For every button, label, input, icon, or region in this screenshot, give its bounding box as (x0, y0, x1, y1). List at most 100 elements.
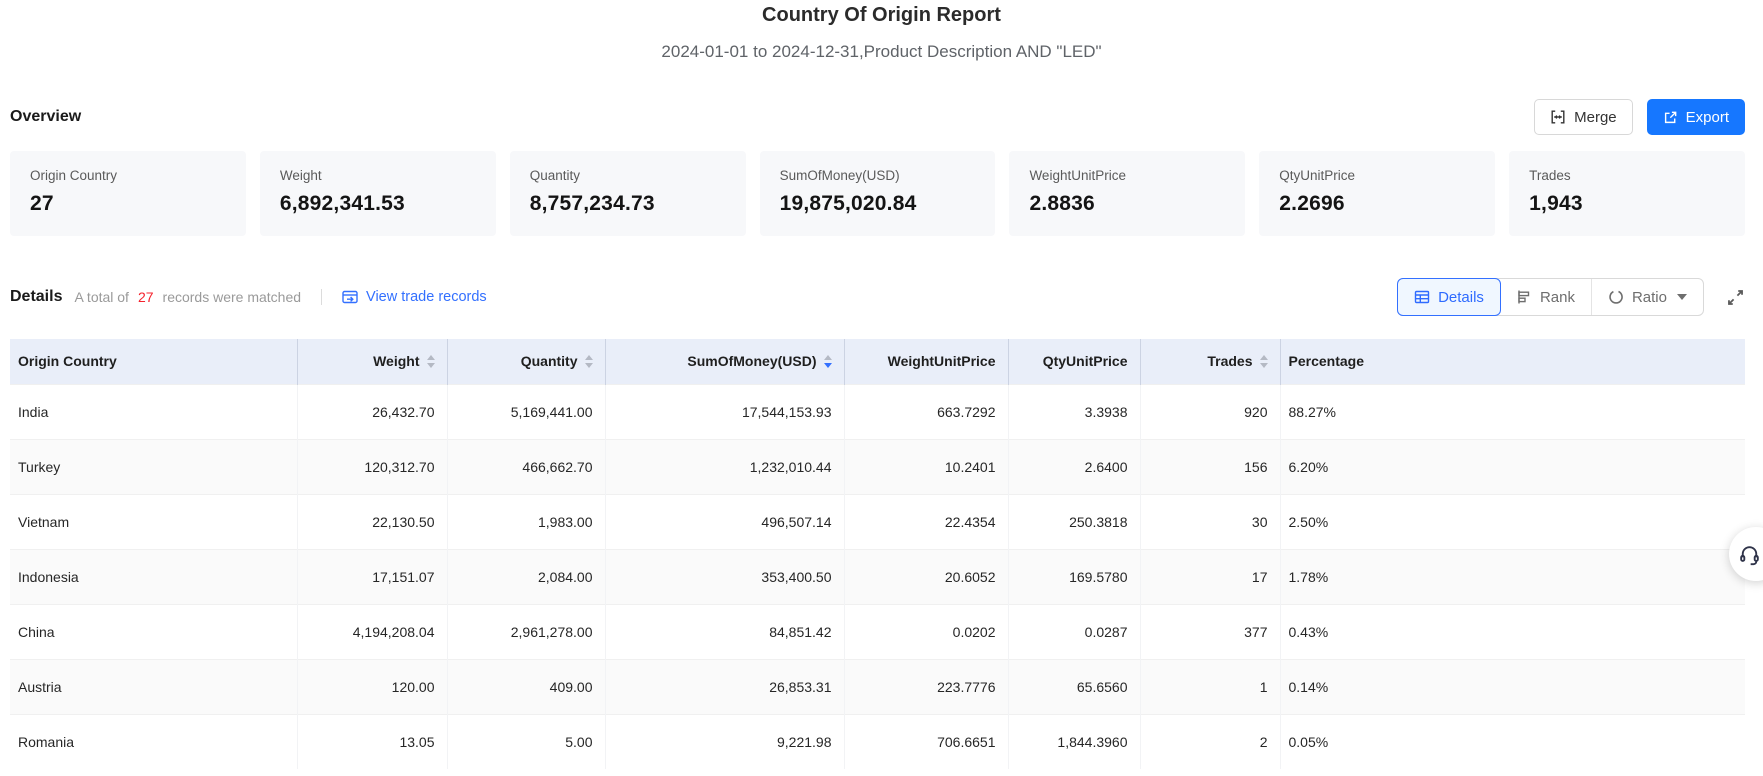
cell-percentage: 1.78% (1280, 549, 1745, 604)
overview-section-bar: Overview Merge Export (10, 99, 1745, 135)
merge-button-label: Merge (1574, 109, 1617, 126)
stat-card-origin-country: Origin Country 27 (10, 151, 246, 236)
table-row[interactable]: Austria 120.00 409.00 26,853.31 223.7776… (10, 659, 1745, 714)
stat-value: 19,875,020.84 (780, 192, 976, 216)
cell-quantity: 2,961,278.00 (447, 604, 605, 659)
cell-weight: 120,312.70 (297, 439, 447, 494)
cell-country: Romania (10, 714, 297, 769)
tab-rank[interactable]: Rank (1500, 279, 1592, 315)
merge-button[interactable]: Merge (1534, 99, 1633, 135)
cell-trades: 17 (1140, 549, 1280, 604)
col-label: SumOfMoney(USD) (687, 353, 816, 369)
fullscreen-expand-icon[interactable] (1726, 288, 1745, 307)
cell-weight: 13.05 (297, 714, 447, 769)
cell-weight: 120.00 (297, 659, 447, 714)
table-row[interactable]: India 26,432.70 5,169,441.00 17,544,153.… (10, 384, 1745, 439)
cell-country: India (10, 384, 297, 439)
summary-suffix: records were matched (163, 289, 302, 305)
overview-heading: Overview (10, 108, 81, 126)
cell-sum-of-money: 17,544,153.93 (605, 384, 844, 439)
table-row[interactable]: China 4,194,208.04 2,961,278.00 84,851.4… (10, 604, 1745, 659)
col-header-percentage: Percentage (1280, 339, 1745, 384)
col-label: WeightUnitPrice (888, 353, 996, 369)
tab-details[interactable]: Details (1397, 278, 1501, 316)
stat-value: 1,943 (1529, 192, 1725, 216)
page-subtitle: 2024-01-01 to 2024-12-31,Product Descrip… (0, 42, 1763, 62)
cell-percentage: 6.20% (1280, 439, 1745, 494)
col-header-trades[interactable]: Trades (1140, 339, 1280, 384)
cell-qty-unit-price: 2.6400 (1008, 439, 1140, 494)
cell-quantity: 5,169,441.00 (447, 384, 605, 439)
stat-value: 6,892,341.53 (280, 192, 476, 216)
details-right: Details Rank Ratio (1397, 278, 1745, 316)
stat-card-sum-of-money: SumOfMoney(USD) 19,875,020.84 (760, 151, 996, 236)
view-trade-records-link[interactable]: View trade records (342, 289, 487, 305)
cell-trades: 156 (1140, 439, 1280, 494)
cell-country: Turkey (10, 439, 297, 494)
cell-country: China (10, 604, 297, 659)
col-label: Trades (1207, 353, 1252, 369)
stat-label: Weight (280, 168, 476, 183)
sort-carets-icon[interactable] (585, 355, 593, 368)
cell-sum-of-money: 353,400.50 (605, 549, 844, 604)
bar-chart-icon (1516, 289, 1532, 305)
stat-label: Trades (1529, 168, 1725, 183)
col-label: Percentage (1289, 353, 1364, 369)
overview-cards: Origin Country 27 Weight 6,892,341.53 Qu… (10, 151, 1745, 236)
table-row[interactable]: Turkey 120,312.70 466,662.70 1,232,010.4… (10, 439, 1745, 494)
cell-weight-unit-price: 663.7292 (844, 384, 1008, 439)
match-summary: A total of27records were matched (74, 289, 301, 305)
cell-percentage: 0.14% (1280, 659, 1745, 714)
merge-cells-icon (1550, 109, 1566, 125)
col-header-weight-unit-price: WeightUnitPrice (844, 339, 1008, 384)
cell-qty-unit-price: 1,844.3960 (1008, 714, 1140, 769)
cell-weight-unit-price: 20.6052 (844, 549, 1008, 604)
cell-trades: 30 (1140, 494, 1280, 549)
cell-sum-of-money: 496,507.14 (605, 494, 844, 549)
cell-country: Vietnam (10, 494, 297, 549)
col-header-qty-unit-price: QtyUnitPrice (1008, 339, 1140, 384)
tab-ratio[interactable]: Ratio (1592, 279, 1703, 315)
sort-carets-icon[interactable] (427, 355, 435, 368)
table-header: Origin Country Weight Quantity SumOfMone… (10, 339, 1745, 384)
stat-label: SumOfMoney(USD) (780, 168, 976, 183)
table-row[interactable]: Romania 13.05 5.00 9,221.98 706.6651 1,8… (10, 714, 1745, 769)
stat-label: WeightUnitPrice (1029, 168, 1225, 183)
chevron-down-icon (1677, 294, 1687, 300)
cell-qty-unit-price: 250.3818 (1008, 494, 1140, 549)
stat-label: QtyUnitPrice (1279, 168, 1475, 183)
cell-weight: 26,432.70 (297, 384, 447, 439)
cell-percentage: 0.43% (1280, 604, 1745, 659)
details-left: Details A total of27records were matched… (10, 288, 487, 306)
table-row[interactable]: Indonesia 17,151.07 2,084.00 353,400.50 … (10, 549, 1745, 604)
sort-carets-icon[interactable] (1260, 355, 1268, 368)
cell-quantity: 466,662.70 (447, 439, 605, 494)
export-icon (1663, 110, 1678, 125)
export-button[interactable]: Export (1647, 99, 1745, 135)
cell-trades: 920 (1140, 384, 1280, 439)
cell-sum-of-money: 9,221.98 (605, 714, 844, 769)
cell-weight: 17,151.07 (297, 549, 447, 604)
origin-country-table: Origin Country Weight Quantity SumOfMone… (10, 339, 1745, 769)
cell-trades: 1 (1140, 659, 1280, 714)
view-trade-records-label: View trade records (366, 289, 487, 305)
col-header-weight[interactable]: Weight (297, 339, 447, 384)
cell-trades: 2 (1140, 714, 1280, 769)
table-row[interactable]: Vietnam 22,130.50 1,983.00 496,507.14 22… (10, 494, 1745, 549)
cell-qty-unit-price: 169.5780 (1008, 549, 1140, 604)
col-header-quantity[interactable]: Quantity (447, 339, 605, 384)
cell-sum-of-money: 1,232,010.44 (605, 439, 844, 494)
stat-card-quantity: Quantity 8,757,234.73 (510, 151, 746, 236)
cell-country: Austria (10, 659, 297, 714)
page-title: Country Of Origin Report (0, 0, 1763, 27)
overview-actions: Merge Export (1534, 99, 1745, 135)
table-grid-icon (1414, 289, 1430, 305)
sort-carets-icon[interactable] (824, 355, 832, 368)
col-label: QtyUnitPrice (1043, 353, 1128, 369)
stat-card-weight-unit-price: WeightUnitPrice 2.8836 (1009, 151, 1245, 236)
matched-count: 27 (138, 289, 154, 305)
cell-qty-unit-price: 3.3938 (1008, 384, 1140, 439)
cell-weight-unit-price: 22.4354 (844, 494, 1008, 549)
col-header-sum-of-money[interactable]: SumOfMoney(USD) (605, 339, 844, 384)
export-button-label: Export (1686, 109, 1729, 126)
